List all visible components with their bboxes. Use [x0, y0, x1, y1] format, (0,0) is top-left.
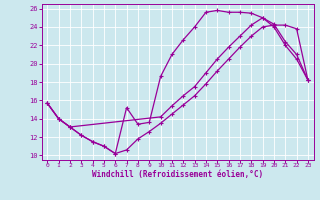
X-axis label: Windchill (Refroidissement éolien,°C): Windchill (Refroidissement éolien,°C) — [92, 170, 263, 179]
